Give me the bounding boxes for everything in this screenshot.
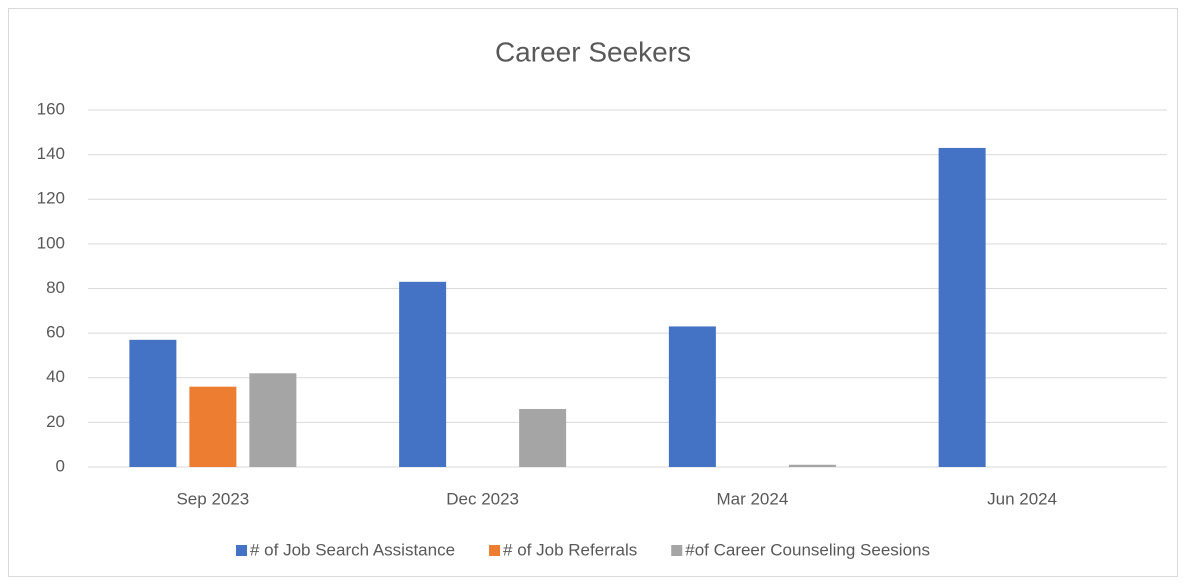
y-tick-label: 60	[46, 323, 65, 342]
bar	[249, 373, 297, 467]
y-tick-label: 160	[37, 99, 65, 118]
x-tick-label: Mar 2024	[716, 489, 788, 508]
y-tick-label: 120	[37, 189, 65, 208]
legend-label: # of Job Search Assistance	[250, 540, 455, 559]
legend-swatch	[671, 545, 683, 556]
y-tick-label: 100	[37, 233, 65, 252]
legend-label: # of Job Referrals	[503, 540, 637, 559]
y-tick-label: 20	[46, 412, 65, 431]
legend-label: #of Career Counseling Seesions	[685, 540, 930, 559]
y-tick-label: 40	[46, 367, 65, 386]
y-tick-label: 80	[46, 278, 65, 297]
bar	[129, 339, 177, 467]
x-tick-label: Dec 2023	[446, 489, 519, 508]
bar	[938, 147, 986, 467]
x-tick-label: Sep 2023	[176, 489, 249, 508]
bar	[519, 408, 567, 467]
y-tick-label: 0	[56, 456, 65, 475]
bar	[668, 326, 716, 467]
bar	[788, 464, 836, 467]
x-tick-label: Jun 2024	[987, 489, 1057, 508]
y-tick-label: 140	[37, 144, 65, 163]
legend-swatch	[235, 545, 247, 556]
bar	[189, 386, 237, 467]
bar	[399, 281, 447, 467]
legend-swatch	[489, 545, 501, 556]
chart-title: Career Seekers	[495, 36, 691, 67]
